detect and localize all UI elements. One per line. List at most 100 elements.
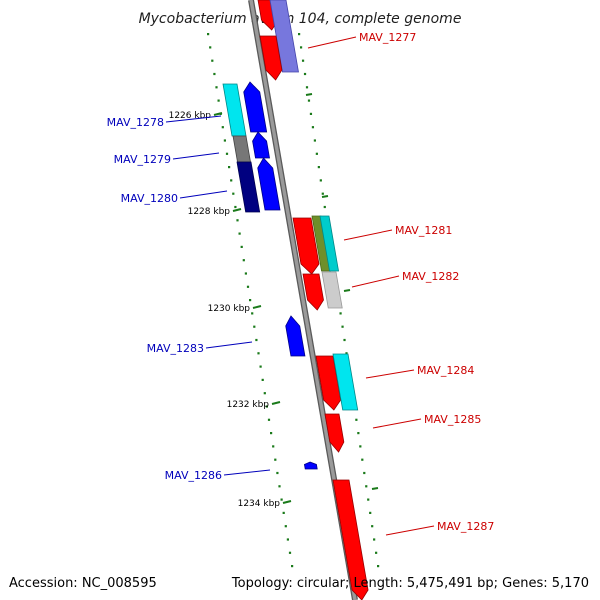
kbp-tick [282, 500, 292, 504]
tick-dot [319, 179, 322, 182]
tick-dot [253, 325, 256, 328]
kbp-tick-label: 1228 kbp [188, 207, 231, 217]
gene-feature-mav-1286 [303, 461, 318, 470]
tick-dot [375, 551, 378, 554]
tick-dot [263, 392, 266, 395]
tick-dot [355, 418, 358, 421]
gene-labels: MAV_1277 MAV_1278 MAV_1279 MAV_1280 MAV_1281… [107, 31, 494, 536]
tick-dot [367, 498, 370, 501]
gene-feature-mav-1285 [324, 413, 345, 453]
gene-label[interactable]: MAV_1278 [107, 116, 164, 129]
tick-dot [234, 205, 237, 209]
tick-dot [303, 72, 307, 76]
gene-feature-mav-1279-hit [232, 135, 251, 163]
tick-dot [357, 432, 360, 435]
tick-dot [249, 299, 252, 302]
gene-leader-line [351, 275, 400, 288]
gene-label[interactable]: MAV_1285 [424, 413, 481, 426]
minor-tick [343, 289, 351, 292]
tick-dot [345, 352, 348, 355]
tick-dot [270, 432, 273, 435]
gene-feature-mav-1277 [259, 35, 283, 81]
gene-label[interactable]: MAV_1280 [121, 192, 178, 205]
tick-dot [323, 205, 326, 209]
gene-leader-line [365, 369, 415, 379]
tick-dot [236, 219, 239, 222]
tick-dot [284, 525, 287, 528]
tick-dot [213, 72, 216, 76]
kbp-tick-label: 1234 kbp [238, 499, 281, 509]
tick-dot [307, 99, 311, 102]
tick-dot [265, 405, 268, 408]
gene-feature-mav-1281-hit [319, 215, 340, 272]
gene-feature-mav-1283 [285, 315, 306, 357]
gene-feature-mav-1284-hit [332, 353, 359, 411]
tick-dot [225, 152, 229, 155]
gene-label[interactable]: MAV_1284 [417, 364, 474, 377]
gene-leader-line [343, 229, 393, 241]
kbp-tick [232, 208, 242, 212]
tick-dot [209, 46, 212, 49]
kbp-tick-label: 1226 kbp [169, 111, 212, 121]
kbp-tick-label: 1230 kbp [208, 304, 251, 314]
tick-dot [257, 352, 260, 355]
tick-dot [359, 445, 362, 448]
tick-dot [230, 179, 233, 182]
minor-tick [371, 487, 379, 490]
gene-feature-mav-1278-hit [222, 83, 247, 137]
gene-feature-mav-1281 [292, 217, 320, 275]
tick-dot [278, 485, 281, 488]
tick-dot [259, 365, 262, 368]
tick-dot [315, 152, 318, 155]
tick-dot [238, 232, 241, 235]
tick-dot [309, 112, 313, 115]
tick-dot [311, 126, 315, 129]
gene-label[interactable]: MAV_1283 [147, 342, 204, 355]
tick-dot [267, 418, 271, 421]
gene-label[interactable]: MAV_1286 [165, 469, 222, 482]
gene-feature-mav-1279 [252, 131, 270, 159]
tick-dot [299, 46, 303, 49]
gene-leader-line [179, 190, 228, 199]
tick-dot [305, 86, 309, 89]
tick-dot [217, 99, 220, 102]
tick-dot [280, 498, 283, 501]
kbp-tick [271, 401, 281, 405]
tick-dot [272, 445, 275, 448]
tick-dot [301, 59, 305, 62]
gene-feature-mav-1278 [243, 81, 268, 133]
tick-dot [232, 192, 235, 195]
gene-label[interactable]: MAV_1287 [437, 520, 494, 533]
tick-dot [298, 33, 301, 36]
tick-dot [373, 538, 376, 541]
gene-feature-mav-1287 [332, 479, 369, 600]
tick-dot [221, 126, 224, 129]
tick-dot [261, 378, 264, 381]
minor-tick [321, 195, 329, 198]
tick-dot [341, 325, 344, 328]
gene-label[interactable]: MAV_1277 [359, 31, 416, 44]
tick-dot [240, 245, 243, 248]
gene-leader-line [205, 341, 253, 349]
tick-dot [361, 458, 364, 461]
gene-feature-mav-1284 [315, 355, 342, 411]
gene-label[interactable]: MAV_1279 [114, 153, 171, 166]
tick-dot [286, 538, 289, 541]
tick-dot [246, 285, 250, 288]
tick-dot [242, 259, 245, 262]
tick-dot [244, 272, 247, 275]
tick-dot [291, 565, 294, 568]
kbp-tick [252, 305, 262, 309]
tick-dot [207, 33, 210, 36]
tick-dot [223, 139, 226, 142]
gene-label[interactable]: MAV_1282 [402, 270, 459, 283]
tick-dot [365, 485, 368, 488]
tick-dot [369, 511, 372, 514]
gene-leader-line [372, 418, 422, 429]
tick-dot [371, 525, 374, 528]
gene-label[interactable]: MAV_1281 [395, 224, 452, 237]
kbp-tick [213, 112, 223, 116]
tick-dot [255, 338, 258, 342]
tick-dot [276, 471, 279, 475]
